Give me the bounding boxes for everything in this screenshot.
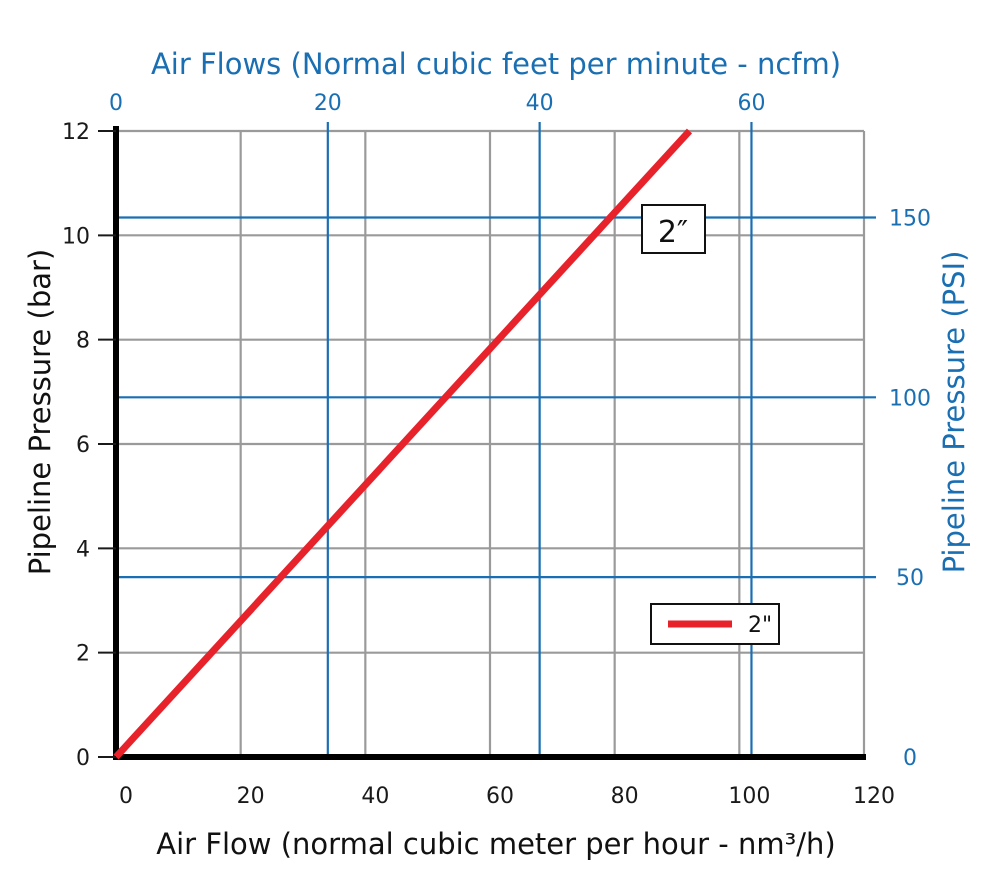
line-label-text: 2″ [658,215,688,250]
top-tick-label: 20 [314,91,342,116]
series-layer [113,128,693,760]
top-tick-label: 40 [526,91,554,116]
top-axis-title: Air Flows (Normal cubic feet per minute … [151,47,841,81]
blue-grid [116,122,876,757]
x-tick-label: 100 [728,784,770,809]
x-tick-label: 60 [486,784,514,809]
y-tick-label: 10 [62,224,90,249]
y-tick-label: 2 [76,642,90,667]
right-tick-label: 0 [903,746,917,771]
x-tick-label: 120 [853,784,895,809]
y-tick-label: 12 [62,120,90,145]
x-tick-label: 80 [611,784,639,809]
series-line-2in [113,128,693,760]
x-axis-title: Air Flow (normal cubic meter per hour - … [156,827,835,861]
y-axis-title: Pipeline Pressure (bar) [23,249,57,576]
right-tick-label: 50 [896,566,924,591]
right-tick-label: 100 [889,386,931,411]
x-tick-label: 40 [361,784,389,809]
x-tick-label: 0 [119,784,133,809]
y-tick-label: 6 [76,433,90,458]
top-tick-label: 0 [109,91,123,116]
y-tick-label: 8 [76,329,90,354]
right-axis-title: Pipeline Pressure (PSI) [937,251,971,574]
legend-label: 2" [748,613,772,638]
x-tick-label: 20 [237,784,265,809]
y-tick-label: 4 [76,537,90,562]
legend: 2" [650,603,780,645]
y-tick-label: 0 [76,746,90,771]
gray-grid [116,129,866,757]
line-label-box: 2″ [641,204,706,254]
right-tick-label: 150 [889,206,931,231]
top-tick-label: 60 [737,91,765,116]
